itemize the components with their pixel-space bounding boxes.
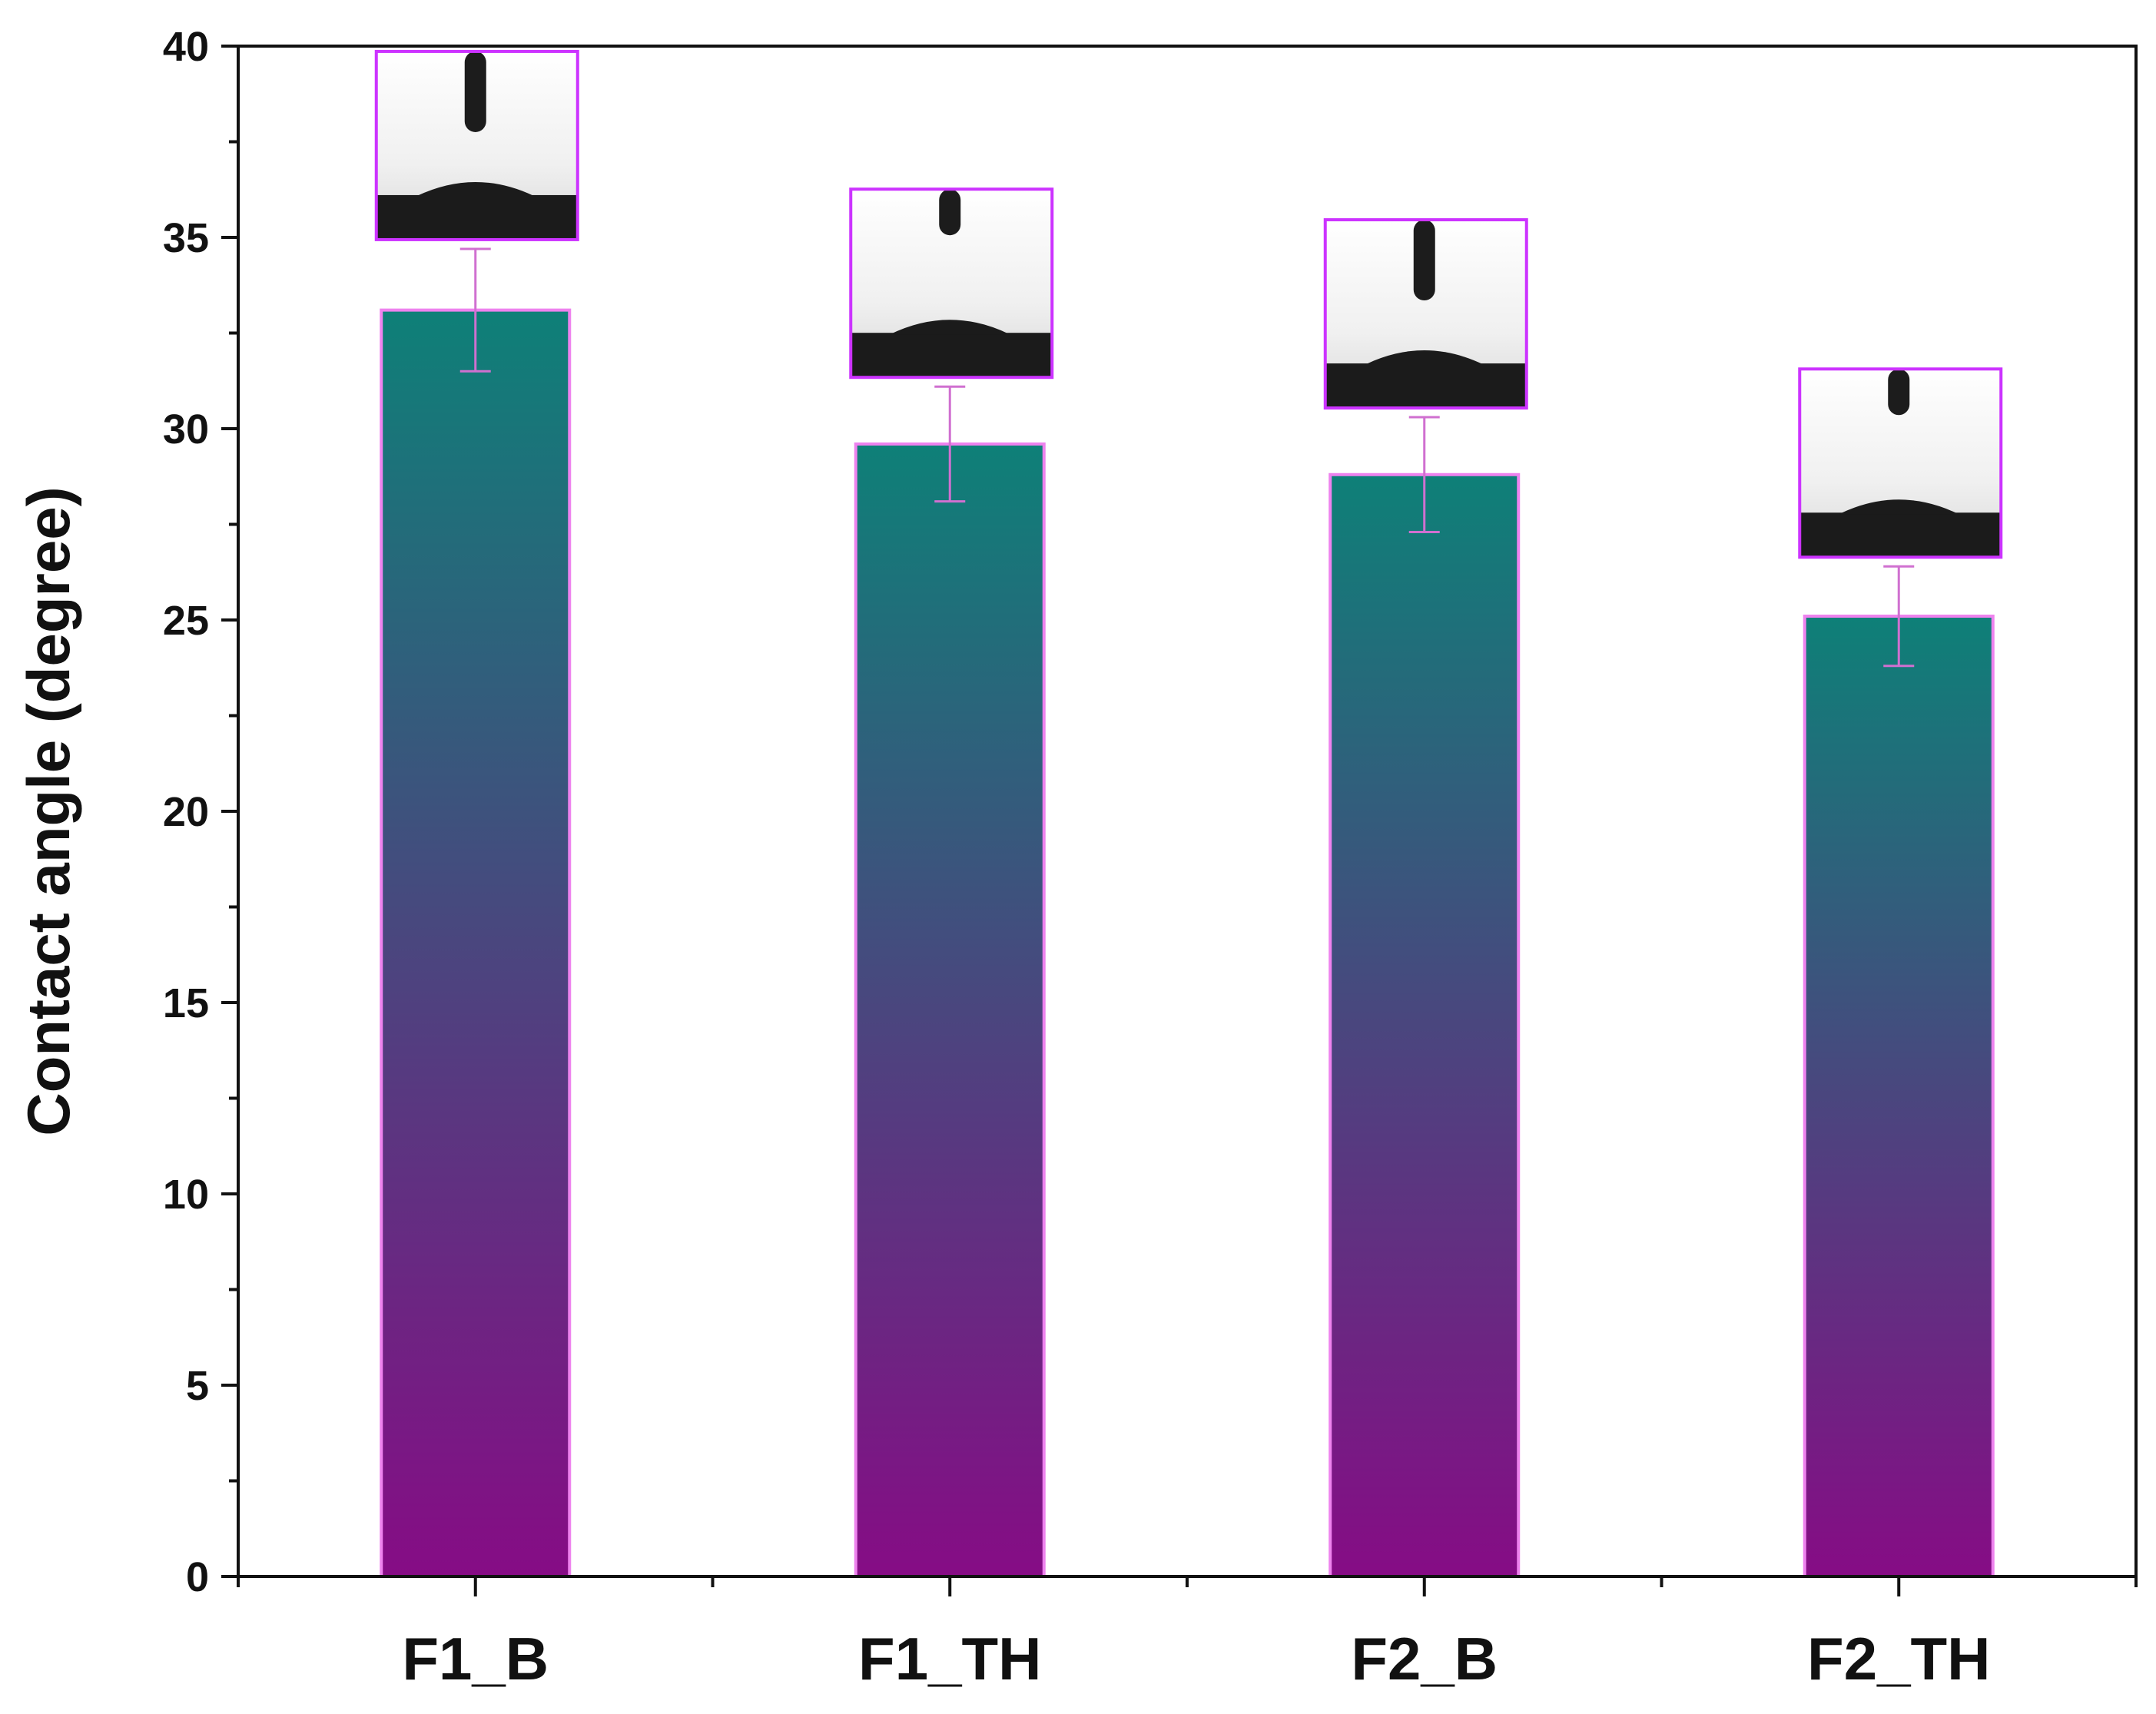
bar-f1-th — [854, 442, 1046, 1578]
y-tick-label: 0 — [186, 1554, 209, 1600]
droplet-inset-image — [1798, 367, 2003, 559]
y-tick-label: 30 — [163, 406, 209, 453]
bar-f2-b — [1328, 472, 1521, 1578]
x-tick-label-f1-b: F1_B — [402, 1625, 549, 1692]
droplet-shape — [1839, 499, 1959, 515]
inset-frame — [374, 49, 579, 241]
x-tick-label-f2-th: F2_TH — [1807, 1625, 1990, 1692]
y-tick-label: 20 — [163, 789, 209, 835]
bar-f2-th — [1803, 615, 1995, 1578]
y-axis-title: Contact angle (degree) — [15, 486, 82, 1135]
y-axis-ticks: 0 5 10 15 20 25 30 35 40 — [163, 24, 238, 1600]
inset-frame — [1798, 367, 2003, 559]
y-tick-label: 35 — [163, 215, 209, 261]
droplet-shape — [1364, 350, 1484, 366]
x-tick-label-f1-th: F1_TH — [858, 1625, 1041, 1692]
y-tick-label: 40 — [163, 24, 209, 70]
droplet-shape — [890, 320, 1010, 335]
inset-frame — [849, 187, 1054, 380]
y-tick-label: 15 — [163, 980, 209, 1026]
inset-frame — [1323, 218, 1528, 410]
droplet-inset-image — [374, 49, 579, 241]
x-axis-ticks: F1_B F1_TH F2_B F2_TH — [237, 1576, 2138, 1692]
bars-layer — [380, 308, 1995, 1578]
y-tick-label: 10 — [163, 1172, 209, 1218]
y-tick-label: 25 — [163, 598, 209, 644]
bar-f1-b — [380, 308, 572, 1578]
y-tick-label: 5 — [186, 1363, 209, 1409]
substrate-shape — [851, 333, 1053, 378]
droplet-shape — [415, 181, 536, 197]
needle-shape — [464, 51, 486, 132]
substrate-shape — [1799, 512, 2002, 558]
droplet-inset-image — [1323, 218, 1528, 410]
error-bars-layer — [459, 247, 1915, 668]
x-tick-label-f2-b: F2_B — [1351, 1625, 1498, 1692]
substrate-shape — [1325, 363, 1527, 409]
substrate-shape — [376, 194, 578, 240]
needle-shape — [939, 189, 961, 236]
needle-shape — [1888, 369, 1910, 416]
droplet-inset-image — [849, 187, 1054, 380]
needle-shape — [1413, 220, 1435, 301]
droplet-insets-layer — [374, 49, 2003, 559]
